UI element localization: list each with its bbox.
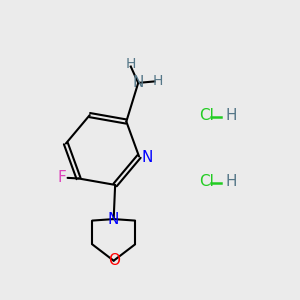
Text: Cl: Cl xyxy=(199,108,214,123)
Text: H: H xyxy=(226,108,237,123)
Text: F: F xyxy=(58,170,67,185)
Text: H: H xyxy=(152,74,163,88)
Text: N: N xyxy=(108,212,119,226)
Text: O: O xyxy=(108,253,120,268)
Text: H: H xyxy=(126,57,136,70)
Text: N: N xyxy=(142,150,153,165)
Text: N: N xyxy=(133,75,144,90)
Text: H: H xyxy=(226,174,237,189)
Text: Cl: Cl xyxy=(199,174,214,189)
